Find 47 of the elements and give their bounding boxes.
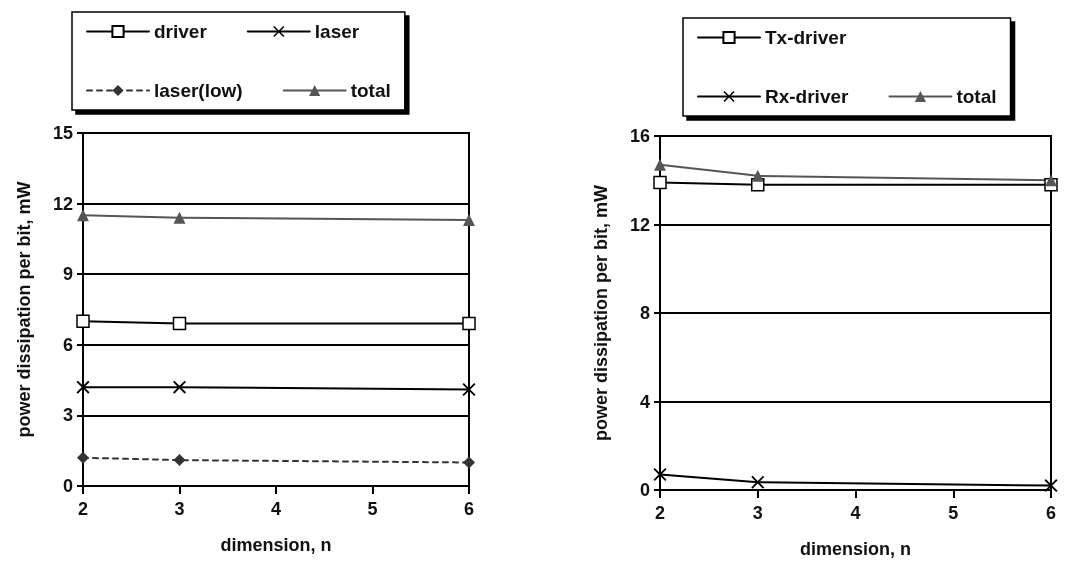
point [462, 316, 476, 331]
point [751, 169, 764, 182]
point [173, 454, 186, 467]
x-tick-label: 6 [1045, 503, 1057, 523]
x-axis-title: dimension, n [220, 535, 332, 555]
x-tick-label: 3 [174, 499, 185, 519]
x-tick-label: 2 [654, 503, 666, 523]
x-tick-label: 2 [77, 499, 89, 519]
x-axis-title: dimension, n [799, 539, 912, 559]
legend-label: laser(low) [154, 80, 243, 101]
y-tick-label: 15 [52, 123, 73, 143]
y-tick-label: 8 [639, 303, 650, 323]
point [463, 456, 475, 469]
y-tick-label: 16 [629, 126, 650, 146]
x-tick-label: 4 [850, 503, 861, 523]
legend-label: total [350, 80, 391, 101]
legend-label: Tx-driver [765, 27, 847, 48]
point [1045, 174, 1057, 187]
point [751, 475, 765, 489]
point [463, 214, 475, 227]
point [653, 175, 667, 190]
x-tick-label: 6 [463, 499, 475, 519]
legend-label: laser [314, 21, 360, 42]
legend-label: driver [154, 21, 208, 42]
y-axis-title: power dissipation per bit, mW [14, 181, 34, 438]
y-tick-label: 12 [52, 193, 73, 214]
x-tick-label: 5 [948, 503, 959, 523]
point [77, 451, 89, 464]
point [172, 316, 187, 331]
x-tick-label: 5 [367, 499, 378, 519]
legend-label: total [956, 86, 997, 107]
x-tick-label: 3 [752, 503, 763, 523]
point [77, 209, 89, 222]
legend-label: Rx-driver [765, 86, 850, 107]
point [76, 314, 90, 329]
point [76, 380, 90, 394]
point [654, 158, 666, 171]
x-tick-label: 4 [270, 499, 282, 519]
y-tick-label: 4 [639, 391, 650, 412]
y-tick-label: 0 [62, 476, 73, 496]
y-tick-label: 0 [639, 480, 650, 500]
y-tick-label: 6 [62, 334, 73, 355]
y-tick-label: 3 [62, 405, 73, 426]
y-tick-label: 12 [629, 214, 650, 235]
point [173, 211, 186, 224]
y-axis-title: power dissipation per bit, mW [591, 184, 611, 442]
y-tick-label: 9 [62, 264, 73, 285]
